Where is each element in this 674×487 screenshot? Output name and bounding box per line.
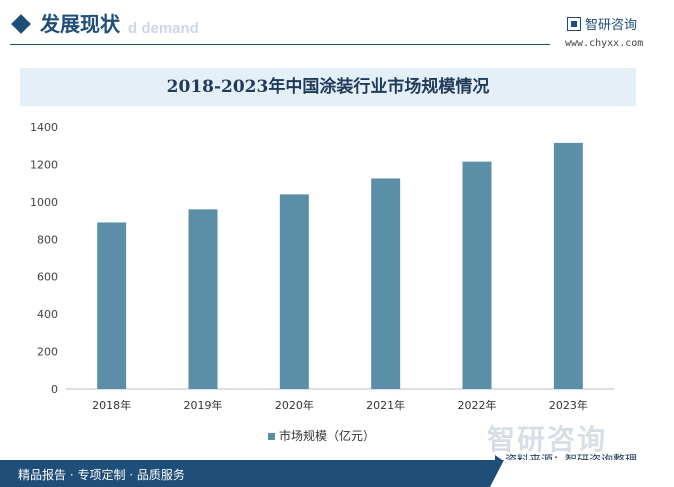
chart-legend: 市场规模（亿元）: [268, 427, 375, 444]
y-tick-label: 200: [37, 346, 58, 359]
legend-label: 市场规模（亿元）: [279, 429, 376, 443]
section-title: 发展现状: [40, 12, 120, 36]
bar: [371, 178, 401, 389]
x-tick-label: 2018年: [92, 398, 131, 412]
footer-corner: [490, 460, 674, 487]
watermark-text: 智研咨询: [487, 423, 608, 456]
y-tick-label: 600: [37, 271, 58, 284]
bar-chart: 0 200 400 600 800 1000 1200 1400 2018年 2019年 2020年…: [30, 121, 614, 412]
y-tick-label: 400: [37, 308, 58, 321]
y-tick-label: 0: [51, 383, 58, 396]
bar: [553, 142, 583, 389]
footer-slogan: 精品报告 · 专项定制 · 品质服务: [18, 468, 185, 482]
x-tick-label: 2022年: [458, 398, 497, 412]
legend-swatch: [268, 433, 275, 440]
diamond-icon: [11, 14, 31, 34]
x-tick-label: 2023年: [549, 398, 588, 412]
x-tick-label: 2020年: [275, 398, 314, 412]
logo-icon: [567, 17, 581, 31]
chart-title-band: 2018-2023年中国涂装行业市场规模情况: [20, 68, 636, 106]
bar: [462, 161, 492, 389]
logo-name: 智研咨询: [585, 18, 638, 33]
page-footer: 精品报告 · 专项定制 · 品质服务: [0, 460, 674, 487]
y-tick-label: 1000: [30, 196, 58, 209]
y-tick-label: 1200: [30, 158, 58, 171]
y-tick-label: 1400: [30, 121, 58, 134]
section-subtitle: d demand: [128, 20, 199, 37]
bar: [97, 222, 127, 389]
page-header: 发展现状 d demand 智研咨询 www.chyxx.com: [0, 0, 674, 52]
x-tick-label: 2021年: [366, 398, 405, 412]
y-tick-label: 800: [37, 233, 58, 246]
x-tick-label: 2019年: [184, 398, 223, 412]
chart-title: 2018-2023年中国涂装行业市场规模情况: [166, 77, 490, 97]
bar: [188, 209, 218, 389]
bar: [279, 194, 309, 389]
logo-url: www.chyxx.com: [565, 38, 644, 49]
header-divider: [10, 44, 550, 45]
